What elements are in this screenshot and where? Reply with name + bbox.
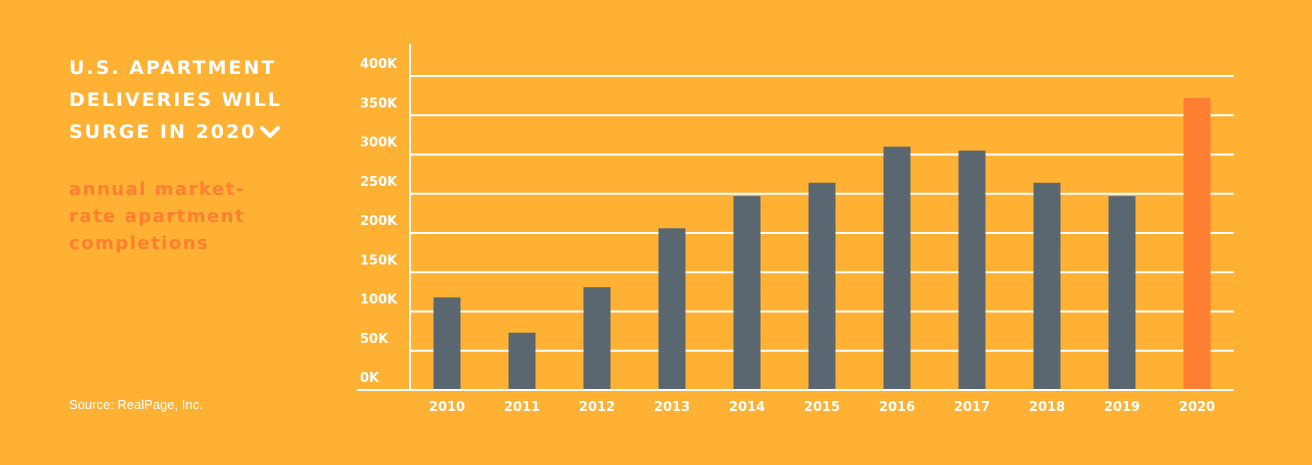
- axes: [357, 44, 1234, 391]
- x-tick-labels: 2010 2011 2012 2013 2014 2015 2016 2017 2018 2019…: [429, 400, 1215, 415]
- subtitle-line-3: completions: [69, 233, 210, 254]
- bar-2017: [958, 150, 986, 390]
- y-tick-label: 50K: [360, 332, 389, 347]
- bar-2010: [433, 297, 461, 390]
- bar-2018: [1033, 182, 1061, 390]
- x-tick-label: 2019: [1104, 400, 1140, 415]
- y-tick-label: 100K: [360, 293, 398, 308]
- chart-subtitle: annual market- rate apartment completion…: [69, 176, 299, 257]
- bar-2012: [583, 287, 611, 390]
- subtitle-line-1: annual market-: [69, 179, 245, 200]
- x-tick-label: 2014: [729, 400, 765, 415]
- bar-2011: [508, 332, 536, 390]
- source-note: Source: RealPage, Inc.: [69, 397, 203, 412]
- x-tick-label: 2017: [954, 400, 990, 415]
- x-tick-label: 2012: [579, 400, 615, 415]
- bar-2020: [1183, 97, 1211, 390]
- x-tick-label: 2020: [1179, 400, 1215, 415]
- x-tick-label: 2018: [1029, 400, 1065, 415]
- bar-2016: [883, 146, 911, 390]
- y-tick-label: 250K: [360, 175, 398, 190]
- y-tick-label: 400K: [360, 57, 398, 72]
- y-tick-label: 300K: [360, 136, 398, 151]
- subtitle-line-2: rate apartment: [69, 206, 246, 227]
- x-tick-label: 2013: [654, 400, 690, 415]
- title-line-3: SURGE IN 2020: [69, 121, 257, 143]
- title-line-1: U.S. APARTMENT: [69, 57, 277, 79]
- y-tick-label: 0K: [360, 371, 380, 386]
- y-tick-label: 350K: [360, 96, 398, 111]
- title-line-2: DELIVERIES WILL: [69, 89, 282, 111]
- x-tick-label: 2015: [804, 400, 840, 415]
- y-tick-label: 200K: [360, 214, 398, 229]
- bar-2015: [808, 182, 836, 390]
- title-line-3-wrap: SURGE IN 2020: [69, 116, 329, 150]
- x-tick-label: 2010: [429, 400, 465, 415]
- y-tick-labels: 0K 50K 100K 150K 200K 250K 300K 350K 400K: [360, 57, 398, 386]
- bars: [433, 97, 1211, 390]
- bar-2014: [733, 196, 761, 390]
- chart-title: U.S. APARTMENT DELIVERIES WILL SURGE IN …: [69, 52, 329, 150]
- y-tick-label: 150K: [360, 253, 398, 268]
- x-tick-label: 2011: [504, 400, 540, 415]
- bar-2013: [658, 228, 686, 390]
- chevron-down-icon: [260, 118, 281, 150]
- bar-2019: [1108, 196, 1136, 390]
- x-tick-label: 2016: [879, 400, 915, 415]
